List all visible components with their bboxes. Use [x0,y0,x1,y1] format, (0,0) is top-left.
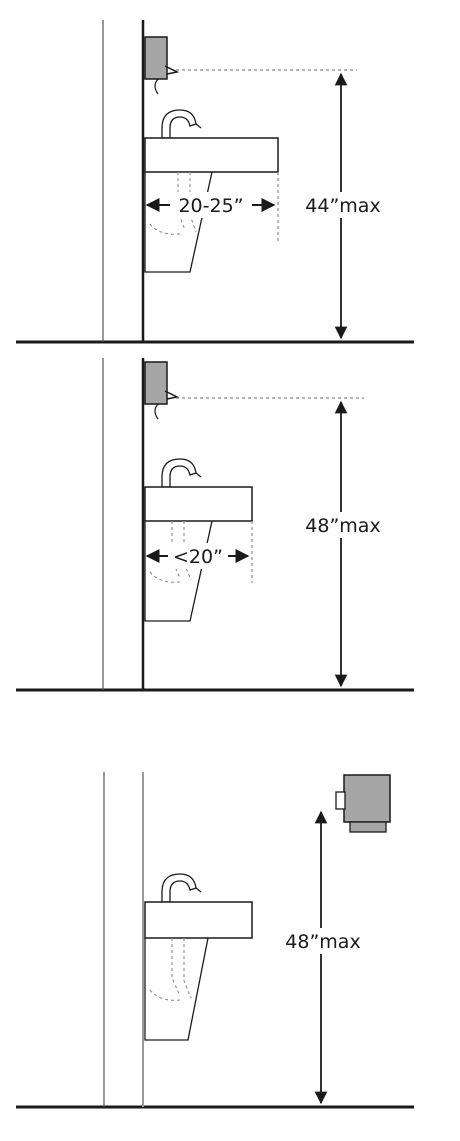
soap-dispenser-icon [144,361,180,420]
sink-icon [144,109,279,273]
panel-1: 20-25” 44”max [16,20,414,344]
sink-icon [144,873,253,1041]
height-label: 44”max [305,195,380,217]
panel-2: <20” 48”max [16,358,414,692]
faucet-icon [161,109,197,139]
panel-3: 48”max [16,772,414,1109]
faucet-icon [161,458,197,488]
free-standing-dispenser-icon [335,774,391,833]
depth-label: 20-25” [178,195,243,217]
faucet-icon [161,873,197,903]
height-label: 48”max [285,931,360,953]
height-label: 48”max [305,515,380,537]
sink-icon [144,458,253,622]
depth-label: <20” [173,546,223,568]
soap-dispenser-icon [144,36,180,95]
